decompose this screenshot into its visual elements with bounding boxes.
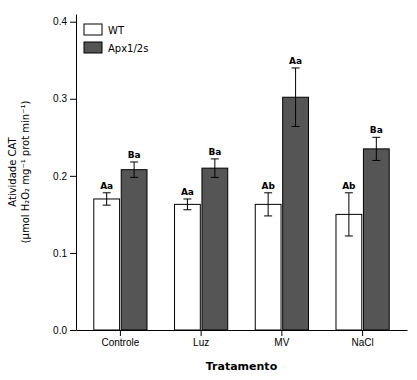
error-bar-stem	[376, 137, 377, 160]
y-tick-label: 0.1	[53, 248, 67, 259]
significance-label: Ab	[342, 181, 356, 191]
legend-item: Apx1/2s	[84, 42, 148, 54]
legend-item: WT	[84, 24, 125, 36]
bar	[175, 204, 201, 330]
bars	[94, 68, 389, 330]
error-bar-cap	[130, 161, 138, 162]
y-tick-mark	[70, 330, 76, 331]
y-tick-mark	[70, 176, 76, 177]
bar	[94, 199, 120, 330]
error-bar-cap	[183, 198, 191, 199]
x-tick: Controle	[101, 330, 139, 348]
x-tick-label: NaCl	[351, 337, 373, 348]
y-tick-label: 0.2	[53, 171, 67, 182]
error-bar-cap	[292, 126, 300, 127]
legend-label: Apx1/2s	[108, 43, 148, 54]
y-tick: 0.0	[53, 325, 76, 336]
plot: AaAaAbAbBaBaAaBaControleLuzMVNaCl0.00.10…	[53, 15, 407, 349]
error-bar	[264, 193, 272, 216]
bar	[363, 149, 389, 330]
significance-label: Ba	[128, 150, 141, 160]
y-axis-title: Atividade CAT(μmol H₂O₂ mg⁻¹ prot min⁻¹)	[7, 101, 31, 244]
y-tick-label: 0.3	[53, 93, 67, 104]
error-bar-cap	[372, 137, 380, 138]
error-bar-cap	[130, 177, 138, 178]
x-tick: Luz	[193, 330, 209, 348]
significance-labels: Aa Aa Ab Ab Ba Ba Aa Ba	[100, 56, 383, 197]
x-tick-mark	[120, 330, 121, 336]
legend: WT Apx1/2s	[84, 24, 148, 54]
x-tick-mark	[201, 330, 202, 336]
y-tick: 0.3	[53, 93, 76, 104]
x-tick: NaCl	[351, 330, 373, 348]
error-bar-cap	[211, 158, 219, 159]
legend-swatch	[84, 42, 102, 53]
bar	[121, 170, 147, 330]
y-tick-mark	[70, 22, 76, 23]
significance-label: Ab	[261, 181, 275, 191]
error-bar-cap	[345, 192, 353, 193]
error-bar-stem	[295, 68, 296, 127]
y-tick: 0.1	[53, 248, 76, 259]
y-tick-mark	[70, 99, 76, 100]
significance-label: Ba	[370, 125, 383, 135]
chart: AaAaAbAbBaBaAaBaControleLuzMVNaCl0.00.10…	[0, 0, 417, 380]
x-tick-label: Controle	[101, 337, 139, 348]
error-bar-cap	[372, 160, 380, 161]
error-bar-cap	[211, 177, 219, 178]
error-bar-stem	[268, 193, 269, 216]
x-axis: Controle Luz MV NaCl	[77, 330, 408, 348]
y-axis: 0.0 0.1 0.2 0.3 0.4	[53, 15, 76, 336]
legend-swatch	[84, 24, 102, 35]
series	[121, 68, 389, 330]
error-bar	[130, 162, 138, 177]
x-tick-mark	[281, 330, 282, 336]
error-bar-stem	[106, 193, 107, 205]
x-tick-label: MV	[274, 337, 289, 348]
y-tick-label: 0.0	[53, 325, 67, 336]
y-axis-line	[76, 15, 77, 331]
error-bar-stem	[134, 162, 135, 177]
error-bar	[211, 159, 219, 177]
legend-label: WT	[108, 25, 125, 36]
significance-label: Aa	[100, 181, 113, 191]
error-bar	[103, 193, 111, 205]
bar	[202, 168, 228, 330]
error-bar-cap	[292, 67, 300, 68]
error-bar-stem	[348, 193, 349, 236]
bar	[283, 97, 309, 330]
y-tick-label: 0.4	[53, 16, 67, 27]
error-bar	[345, 193, 353, 236]
error-bar-cap	[103, 205, 111, 206]
error-bar	[183, 199, 191, 210]
x-axis-line	[77, 330, 408, 331]
significance-label: Aa	[289, 56, 302, 66]
x-axis-title: Tratamento	[206, 360, 278, 373]
error-bar-cap	[183, 209, 191, 210]
y-tick: 0.4	[53, 16, 76, 27]
significance-label: Ba	[208, 147, 221, 157]
error-bar	[372, 137, 380, 160]
bar	[255, 204, 281, 330]
x-tick-label: Luz	[193, 337, 209, 348]
significance-label: Aa	[181, 187, 194, 197]
y-tick-mark	[70, 253, 76, 254]
error-bar-cap	[103, 192, 111, 193]
y-tick: 0.2	[53, 171, 76, 182]
error-bar-stem	[187, 199, 188, 210]
error-bar-cap	[345, 235, 353, 236]
error-bar-cap	[264, 215, 272, 216]
x-tick-mark	[362, 330, 363, 336]
error-bar	[292, 68, 300, 127]
error-bar-stem	[214, 159, 215, 177]
x-tick: MV	[274, 330, 289, 348]
error-bar-cap	[264, 192, 272, 193]
